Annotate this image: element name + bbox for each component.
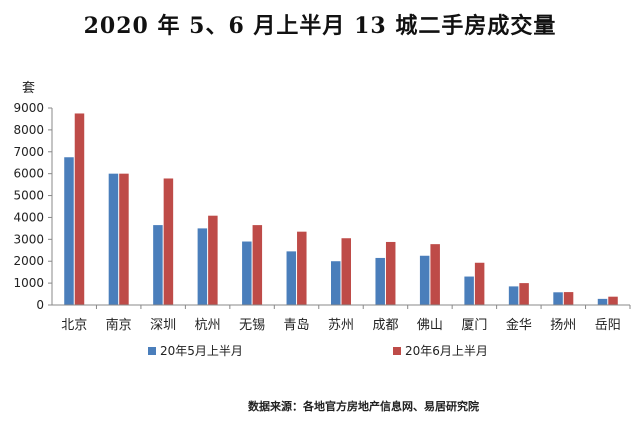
- bar-june-3: [208, 215, 218, 305]
- bar-may-8: [419, 255, 430, 305]
- legend-label: 20年5月上半月: [160, 344, 243, 358]
- x-tick-label: 南京: [106, 317, 132, 333]
- bar-june-2: [163, 178, 174, 305]
- y-tick-label: 7000: [13, 145, 44, 159]
- bar-may-0: [64, 157, 74, 305]
- bars: [64, 113, 618, 305]
- bar-may-7: [375, 257, 385, 305]
- y-tick-label: 8000: [13, 123, 44, 137]
- bar-june-1: [119, 173, 129, 305]
- x-tick-label: 青岛: [284, 317, 310, 333]
- bar-may-10: [508, 286, 519, 305]
- bar-june-11: [563, 292, 574, 305]
- legend-swatch: [148, 347, 156, 355]
- y-tick-label: 5000: [13, 189, 44, 203]
- bar-may-3: [197, 228, 208, 305]
- y-tick-label: 4000: [13, 210, 44, 224]
- chart-title: 2020 年 5、6 月上半月 13 城二手房成交量: [83, 13, 557, 39]
- y-tick-label: 6000: [13, 167, 44, 181]
- bar-june-8: [430, 244, 440, 305]
- bar-june-12: [608, 296, 618, 305]
- bar-may-9: [464, 276, 474, 305]
- bar-june-4: [252, 225, 263, 305]
- x-tick-label: 深圳: [150, 318, 176, 333]
- x-tick-label: 岳阳: [595, 318, 621, 333]
- x-tick-label: 佛山: [417, 318, 443, 333]
- y-axis-label: 套: [22, 80, 35, 96]
- bar-may-11: [553, 292, 563, 305]
- x-tick-label: 苏州: [328, 317, 354, 333]
- bar-june-9: [474, 262, 485, 305]
- y-tick-label: 0: [36, 298, 44, 312]
- bar-may-1: [108, 173, 119, 305]
- x-tick-label: 无锡: [239, 318, 265, 333]
- bar-may-12: [597, 298, 608, 305]
- bar-june-7: [385, 241, 396, 305]
- source-note: 数据来源：各地官方房地产信息网、易居研究院: [248, 400, 479, 413]
- bar-may-2: [153, 225, 163, 305]
- legend-label: 20年6月上半月: [405, 344, 488, 358]
- y-axis: 0 1000 2000 3000 4000 5000 6000 7000 8000 9000: [13, 101, 53, 312]
- bar-may-5: [286, 251, 297, 305]
- y-tick-label: 2000: [13, 254, 44, 268]
- y-tick-label: 9000: [13, 101, 44, 115]
- y-tick-label: 3000: [13, 232, 44, 246]
- x-axis: 北京 南京 深圳 杭州 无锡 青岛 苏州 成都 佛山 厦门 金华 扬州 岳阳: [52, 304, 631, 333]
- bar-june-5: [297, 231, 307, 305]
- legend: 20年5月上半月 20年6月上半月: [148, 344, 488, 358]
- x-tick-label: 扬州: [550, 318, 576, 333]
- x-tick-label: 金华: [506, 317, 532, 333]
- x-tick-label: 北京: [61, 318, 87, 333]
- bar-june-10: [519, 283, 529, 305]
- x-tick-label: 杭州: [195, 318, 221, 333]
- bar-may-6: [331, 261, 341, 305]
- bar-june-0: [74, 113, 85, 305]
- bar-june-6: [341, 238, 351, 305]
- x-tick-label: 厦门: [461, 318, 487, 333]
- bar-may-4: [242, 241, 252, 305]
- y-tick-label: 1000: [13, 276, 44, 290]
- legend-swatch: [393, 347, 401, 355]
- x-tick-label: 成都: [372, 318, 398, 333]
